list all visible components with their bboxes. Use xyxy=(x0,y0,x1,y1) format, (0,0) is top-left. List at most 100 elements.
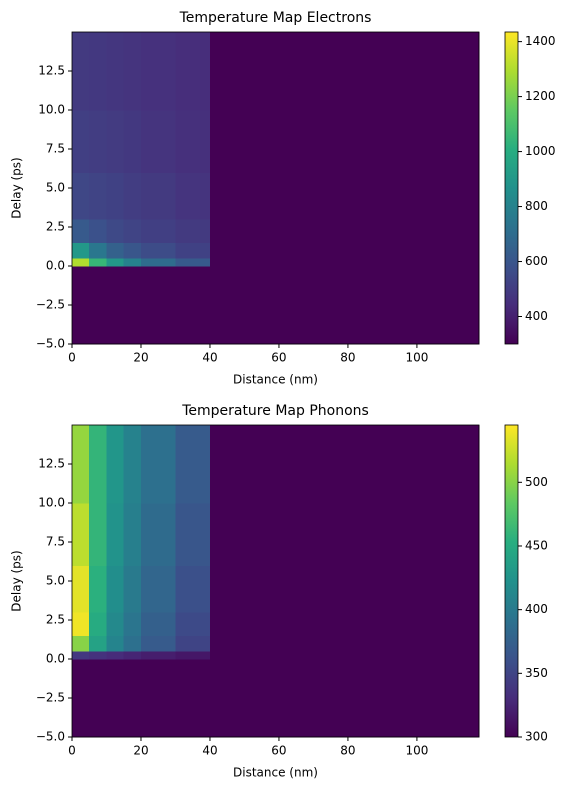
heat-cell xyxy=(123,651,142,660)
y-tick-label: 2.5 xyxy=(46,613,65,627)
heat-cell xyxy=(89,635,107,652)
heat-cell xyxy=(175,242,211,259)
heat-cell xyxy=(175,425,211,504)
heat-cell xyxy=(106,503,125,566)
heat-cell xyxy=(106,258,125,267)
heat-cell xyxy=(140,242,176,259)
heat-cell xyxy=(123,219,142,244)
colorbar-tick-label: 350 xyxy=(525,666,548,680)
y-tick-label: 0.0 xyxy=(46,259,65,273)
heat-cell xyxy=(123,32,142,111)
colorbar-tick-label: 1000 xyxy=(525,144,556,158)
heat-cell xyxy=(89,242,107,259)
y-tick-label: −2.5 xyxy=(36,298,65,312)
heat-cell xyxy=(123,565,142,613)
heat-cell xyxy=(89,219,107,244)
heat-cell xyxy=(72,659,90,738)
y-tick-label: 7.5 xyxy=(46,142,65,156)
heat-cell xyxy=(209,612,480,637)
heat-cell xyxy=(106,565,125,613)
heat-cell xyxy=(140,503,176,566)
heat-cell xyxy=(72,266,90,345)
heat-cell xyxy=(209,172,480,220)
heat-cell xyxy=(140,219,176,244)
heat-cell xyxy=(209,425,480,504)
heat-cell xyxy=(175,258,211,267)
y-tick-label: −2.5 xyxy=(36,691,65,705)
heat-cell xyxy=(209,32,480,111)
heat-cell xyxy=(89,258,107,267)
heat-cell xyxy=(209,266,480,345)
heat-cell xyxy=(106,266,125,345)
colorbar-tick-label: 500 xyxy=(525,475,548,489)
heat-cell xyxy=(123,612,142,637)
heat-cell xyxy=(89,266,107,345)
heat-cell xyxy=(123,635,142,652)
heat-cell xyxy=(123,266,142,345)
heat-cell xyxy=(140,651,176,660)
heat-cell xyxy=(175,219,211,244)
x-axis-label: Distance (nm) xyxy=(233,766,318,780)
heat-cell xyxy=(123,258,142,267)
heat-cell xyxy=(209,635,480,652)
heat-cell xyxy=(123,659,142,738)
heat-cell xyxy=(123,242,142,259)
y-tick-label: 12.5 xyxy=(38,64,65,78)
heat-cell xyxy=(89,612,107,637)
heat-cell xyxy=(89,32,107,111)
heat-cell xyxy=(140,110,176,173)
y-tick-label: 5.0 xyxy=(46,181,65,195)
heat-cell xyxy=(123,172,142,220)
x-tick-label: 0 xyxy=(68,744,76,758)
heat-cell xyxy=(209,503,480,566)
colorbar-tick-label: 400 xyxy=(525,309,548,323)
x-tick-label: 40 xyxy=(202,351,217,365)
x-tick-label: 80 xyxy=(340,351,355,365)
heat-cell xyxy=(89,503,107,566)
y-tick-label: 7.5 xyxy=(46,535,65,549)
colorbar-tick-label: 300 xyxy=(525,730,548,744)
heat-cell xyxy=(175,172,211,220)
heat-cell xyxy=(209,258,480,267)
heat-cell xyxy=(106,242,125,259)
heat-cell xyxy=(209,565,480,613)
colorbar-tick-label: 400 xyxy=(525,602,548,616)
heat-cell xyxy=(175,659,211,738)
y-tick-label: 5.0 xyxy=(46,574,65,588)
heat-cell xyxy=(72,503,90,566)
heat-cell xyxy=(72,565,90,613)
y-tick-label: 0.0 xyxy=(46,652,65,666)
y-axis-label: Delay (ps) xyxy=(10,550,24,611)
heat-cell xyxy=(89,565,107,613)
colorbar-tick-label: 800 xyxy=(525,199,548,213)
x-tick-label: 20 xyxy=(133,351,148,365)
heat-cell xyxy=(89,110,107,173)
heat-cell xyxy=(175,612,211,637)
heat-cell xyxy=(140,266,176,345)
x-tick-label: 20 xyxy=(133,744,148,758)
x-tick-label: 60 xyxy=(271,744,286,758)
heat-cell xyxy=(72,635,90,652)
heat-cell xyxy=(140,425,176,504)
x-tick-label: 80 xyxy=(340,744,355,758)
heat-cell xyxy=(72,110,90,173)
heat-cell xyxy=(209,242,480,259)
heat-cell xyxy=(175,110,211,173)
heat-cell xyxy=(175,503,211,566)
y-axis-label: Delay (ps) xyxy=(10,157,24,218)
heat-cell xyxy=(106,32,125,111)
heat-cell xyxy=(175,635,211,652)
heat-cell xyxy=(209,659,480,738)
x-axis-label: Distance (nm) xyxy=(233,373,318,387)
heat-cell xyxy=(140,612,176,637)
heat-cell xyxy=(89,659,107,738)
x-tick-label: 40 xyxy=(202,744,217,758)
heat-cell xyxy=(106,110,125,173)
heat-cell xyxy=(175,32,211,111)
x-tick-label: 100 xyxy=(405,351,428,365)
colorbar-tick-label: 1200 xyxy=(525,89,556,103)
heat-cell xyxy=(106,172,125,220)
heat-cell xyxy=(72,242,90,259)
heat-cell xyxy=(123,110,142,173)
